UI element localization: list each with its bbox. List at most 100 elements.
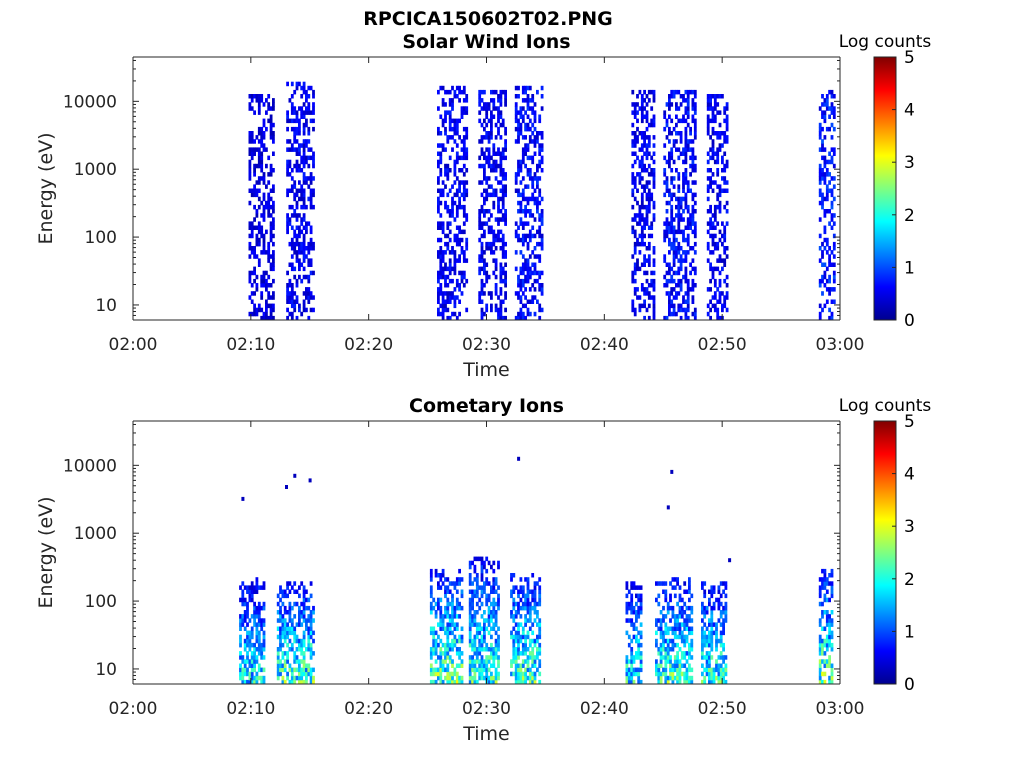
spectrogram-cell <box>823 303 827 309</box>
spectrogram-cell <box>821 307 824 313</box>
spectrogram-cell <box>645 126 649 132</box>
spectrogram-cell <box>647 139 651 144</box>
spectrogram-cell <box>448 98 452 103</box>
spectrogram-cell <box>677 172 681 177</box>
spectrogram-cell <box>643 221 646 226</box>
spectrogram-cell <box>528 311 532 317</box>
spectrogram-cell <box>663 258 667 263</box>
spectrogram-cell <box>672 254 676 259</box>
spectrogram-cell <box>830 262 834 267</box>
spectrogram-cell <box>517 315 520 321</box>
spectrogram-cell <box>309 626 313 631</box>
spectrogram-cell <box>439 258 443 263</box>
spectrogram-cell <box>468 638 472 644</box>
spectrogram-cell <box>647 225 651 230</box>
isolated-point <box>666 505 670 510</box>
spectrogram-cell <box>276 663 280 668</box>
spectrogram-cell <box>716 168 720 173</box>
spectrogram-cell <box>444 278 447 284</box>
spectrogram-cell <box>830 573 834 578</box>
spectrogram-cell <box>485 655 489 660</box>
spectrogram-cell <box>517 135 520 140</box>
spectrogram-cell <box>286 581 289 586</box>
spectrogram-cell <box>521 221 525 226</box>
spectrogram-cell <box>290 630 294 636</box>
spectrogram-cell <box>307 102 311 107</box>
spectrogram-cell <box>645 180 649 185</box>
spectrogram-cell <box>478 605 482 611</box>
spectrogram-cell <box>288 98 292 103</box>
spectrogram-cell <box>536 196 539 202</box>
spectrogram-cell <box>693 180 697 185</box>
spectrogram-cell <box>519 675 523 681</box>
spectrogram-cell <box>512 601 516 607</box>
spectrogram-cell <box>490 225 493 230</box>
spectrogram-cell <box>468 671 472 677</box>
spectrogram-cell <box>638 131 642 136</box>
spectrogram-cell <box>652 262 656 267</box>
spectrogram-cell <box>451 147 454 152</box>
spectrogram-cell <box>723 278 727 284</box>
spectrogram-cell <box>462 196 466 202</box>
spectrogram-cell <box>437 180 440 185</box>
spectrogram-cell <box>255 213 259 218</box>
spectrogram-cell <box>302 605 306 611</box>
spectrogram-cell <box>701 601 704 607</box>
spectrogram-cell <box>462 147 466 152</box>
spectrogram-cell <box>480 634 484 640</box>
spectrogram-cell <box>269 283 273 288</box>
spectrogram-cell <box>666 605 670 611</box>
spectrogram-cell <box>483 585 486 590</box>
spectrogram-cell <box>718 237 722 243</box>
spectrogram-cell <box>671 585 675 590</box>
spectrogram-cell <box>647 196 651 202</box>
spectrogram-cell <box>499 246 503 251</box>
spectrogram-cell <box>672 217 676 222</box>
spectrogram-cell <box>298 638 301 644</box>
spectrogram-cell <box>478 663 482 668</box>
spectrogram-cell <box>446 622 450 627</box>
spectrogram-cell <box>715 638 718 644</box>
spectrogram-cell <box>279 642 282 648</box>
spectrogram-cell <box>636 237 639 243</box>
spectrogram-cell <box>678 675 682 681</box>
spectrogram-cell <box>446 671 450 677</box>
spectrogram-cell <box>538 626 542 631</box>
spectrogram-cell <box>497 311 500 317</box>
spectrogram-cell <box>723 180 727 185</box>
spectrogram-cell <box>669 675 672 681</box>
spectrogram-cell <box>262 630 266 636</box>
spectrogram-cell <box>267 213 271 218</box>
spectrogram-cell <box>309 192 313 198</box>
spectrogram-cell <box>718 209 722 214</box>
spectrogram-cell <box>432 651 436 656</box>
spectrogram-cell <box>514 630 518 636</box>
spectrogram-cell <box>487 163 491 169</box>
spectrogram-cell <box>825 614 829 619</box>
spectrogram-cell <box>305 667 308 673</box>
spectrogram-cell <box>444 118 447 124</box>
spectrogram-cell <box>465 147 469 152</box>
spectrogram-cell <box>517 172 520 177</box>
spectrogram-cell <box>818 131 822 136</box>
spectrogram-cell <box>718 131 722 136</box>
spectrogram-cell <box>302 667 306 673</box>
spectrogram-cell <box>725 291 729 296</box>
spectrogram-cell <box>473 618 477 623</box>
spectrogram-cell <box>521 225 525 230</box>
spectrogram-cell <box>684 143 688 148</box>
spectrogram-cell <box>664 667 668 673</box>
spectrogram-cell <box>497 106 500 111</box>
spectrogram-cell <box>690 605 694 611</box>
spectrogram-cell <box>458 663 461 668</box>
spectrogram-cell <box>501 237 505 243</box>
spectrogram-cell <box>260 651 264 656</box>
spectrogram-cell <box>668 131 671 136</box>
spectrogram-cell <box>684 274 688 280</box>
spectrogram-cell <box>663 221 667 226</box>
spectrogram-cell <box>669 593 672 599</box>
spectrogram-cell <box>668 106 671 111</box>
spectrogram-cell <box>821 126 824 132</box>
spectrogram-cell <box>531 597 535 603</box>
